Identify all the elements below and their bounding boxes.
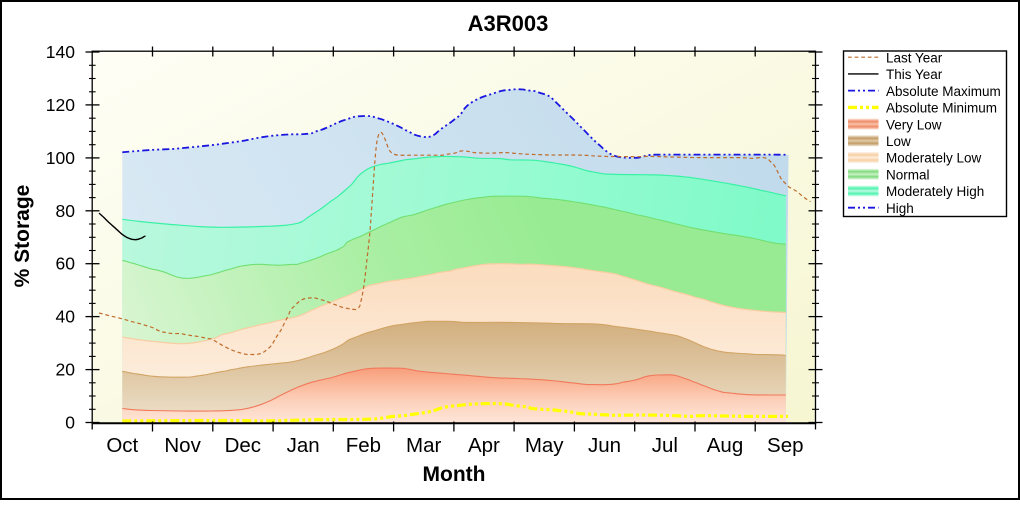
svg-text:Moderately Low: Moderately Low (886, 151, 982, 166)
svg-text:Sep: Sep (767, 434, 803, 457)
svg-text:0: 0 (65, 413, 75, 433)
svg-text:A3R003: A3R003 (468, 11, 549, 36)
svg-text:Nov: Nov (164, 434, 201, 457)
svg-text:Moderately High: Moderately High (886, 184, 984, 199)
svg-text:Absolute Maximum: Absolute Maximum (886, 84, 1001, 99)
svg-text:100: 100 (46, 148, 75, 168)
svg-text:Last Year: Last Year (886, 50, 943, 65)
svg-text:120: 120 (46, 95, 75, 115)
svg-text:% Storage: % Storage (11, 185, 34, 288)
svg-text:Jun: Jun (588, 434, 621, 457)
svg-text:This Year: This Year (886, 67, 943, 82)
svg-text:Mar: Mar (406, 434, 441, 457)
svg-text:Aug: Aug (707, 434, 743, 457)
svg-text:Feb: Feb (346, 434, 381, 457)
svg-text:Apr: Apr (468, 434, 500, 457)
svg-text:80: 80 (56, 201, 76, 221)
svg-text:Oct: Oct (106, 434, 138, 457)
svg-text:Normal: Normal (886, 167, 930, 182)
svg-text:Very Low: Very Low (886, 117, 942, 132)
svg-text:Dec: Dec (225, 434, 261, 457)
svg-text:Jan: Jan (287, 434, 320, 457)
svg-text:Jul: Jul (652, 434, 678, 457)
svg-text:Month: Month (423, 463, 486, 486)
svg-text:May: May (525, 434, 564, 457)
svg-text:Absolute Minimum: Absolute Minimum (886, 101, 997, 116)
svg-text:High: High (886, 201, 914, 216)
svg-text:20: 20 (56, 360, 76, 380)
svg-text:Low: Low (886, 134, 911, 149)
svg-text:140: 140 (46, 42, 75, 62)
svg-text:40: 40 (56, 307, 76, 327)
svg-text:60: 60 (56, 254, 76, 274)
